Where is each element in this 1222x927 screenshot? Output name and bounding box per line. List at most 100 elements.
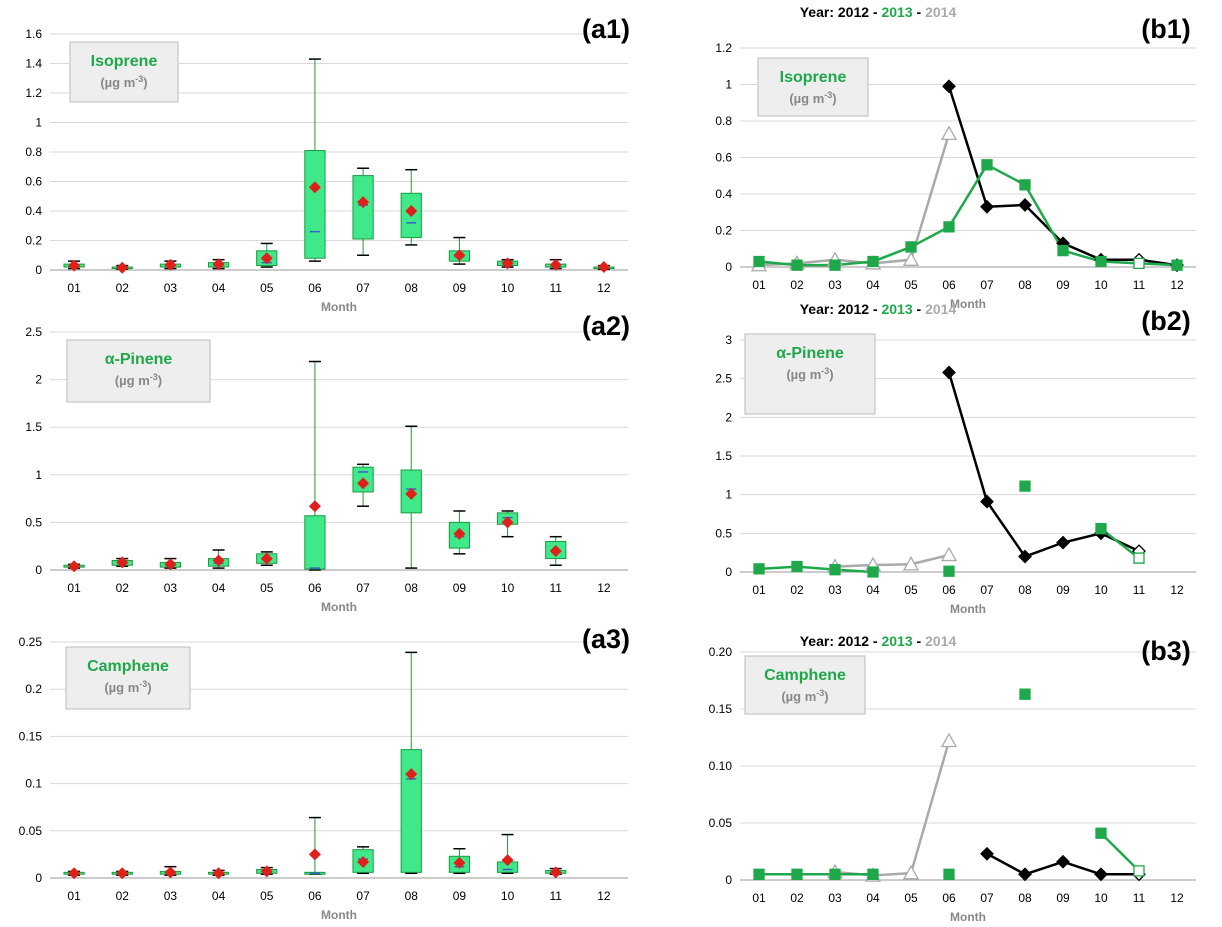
- y-tick-label: 2: [725, 410, 732, 424]
- series-2013-point: [867, 868, 879, 880]
- y-tick-label: 0.25: [19, 635, 43, 649]
- series-2012-segment: [947, 85, 989, 208]
- series-2013-segment: [986, 163, 1026, 186]
- mean-marker: [116, 867, 129, 880]
- year-legend-y2014: 2014: [925, 4, 956, 20]
- unit-close: ): [147, 680, 151, 695]
- unit-superscript: -3: [139, 679, 147, 689]
- x-tick-label: 08: [405, 889, 419, 903]
- x-tick-label: 05: [260, 281, 274, 295]
- panel-b2: 0 0.5 1 1.5 2 2.5 3 01 02 03 04 05 06 07 08 09 10 11 12 Mon…: [660, 301, 1222, 616]
- unit-close: ): [824, 689, 828, 704]
- series-2013-point: [791, 868, 803, 880]
- x-tick-label: 04: [212, 581, 226, 595]
- x-tick-label: 01: [752, 891, 766, 905]
- series-2013-point: [1133, 552, 1145, 564]
- series-2014-segment: [909, 740, 951, 874]
- mean-marker: [308, 848, 321, 861]
- series-2013-point: [829, 564, 841, 576]
- x-axis-label: Month: [950, 297, 986, 311]
- year-legend-y2014: 2014: [925, 633, 956, 649]
- x-axis-label: Month: [321, 600, 357, 614]
- x-tick-label: 04: [866, 891, 880, 905]
- y-tick-label: 1: [725, 78, 732, 92]
- y-tick-label: 0.8: [25, 145, 42, 159]
- year-legend: Year: 2012 - 2013 - 2014: [800, 4, 957, 20]
- x-tick-label: 12: [597, 889, 611, 903]
- series-2013-point: [1019, 179, 1031, 191]
- unit-superscript: -3: [150, 372, 158, 382]
- y-tick-label: 1.5: [25, 420, 42, 434]
- mean-marker: [68, 867, 81, 880]
- x-tick-label: 02: [790, 583, 804, 597]
- x-tick-label: 06: [308, 581, 322, 595]
- x-tick-label: 10: [1094, 583, 1108, 597]
- x-tick-label: 04: [866, 278, 880, 292]
- series-2012-point: [1018, 867, 1032, 882]
- x-tick-label: 07: [356, 889, 370, 903]
- chart-b2: 0 0.5 1 1.5 2 2.5 3 01 02 03 04 05 06 07 08 09 10 11 12 Mon…: [715, 301, 1196, 616]
- x-tick-label: 10: [501, 581, 515, 595]
- year-legend-sep: -: [913, 633, 925, 649]
- year-legend: Year: 2012 - 2013 - 2014: [800, 633, 957, 649]
- year-legend-sep: -: [869, 4, 881, 20]
- unit-close: ): [158, 373, 162, 388]
- y-tick-label: 0: [725, 565, 732, 579]
- year-legend-sep: -: [913, 301, 925, 317]
- series-2013-point: [1019, 688, 1031, 700]
- box: [400, 749, 422, 873]
- mean-marker: [549, 866, 562, 879]
- series-2014-segment: [796, 258, 836, 265]
- series-2013-point: [753, 563, 765, 575]
- x-tick-label: 08: [1018, 891, 1032, 905]
- x-tick-label: 10: [1094, 891, 1108, 905]
- series-2013-segment: [1100, 832, 1140, 872]
- year-legend-sep: -: [913, 4, 925, 20]
- series-2012-point: [942, 79, 956, 94]
- series-2014-point: [940, 125, 958, 141]
- mean-marker: [405, 487, 418, 500]
- panel-label: (a1): [582, 14, 630, 44]
- x-tick-label: 09: [453, 889, 467, 903]
- x-tick-label: 01: [67, 281, 81, 295]
- x-tick-label: 11: [550, 281, 563, 295]
- x-tick-label: 07: [980, 891, 994, 905]
- y-tick-label: 1.5: [715, 449, 732, 463]
- panel-a3: 0 0.05 0.1 0.15 0.2 0.25 01 02 03 04 05 06 07 08 09 10 1…: [0, 612, 660, 927]
- unit-text: (µg m: [115, 373, 150, 388]
- y-tick-label: 3: [725, 333, 732, 347]
- mean-marker: [453, 527, 466, 540]
- x-tick-label: 03: [164, 581, 178, 595]
- x-tick-label: 04: [212, 281, 226, 295]
- compound-name: Isoprene: [91, 53, 158, 70]
- y-tick-label: 0.2: [25, 682, 42, 696]
- series-2013-segment: [872, 245, 912, 263]
- year-legend-y2012: 2012: [838, 301, 869, 317]
- series-2012-point: [1056, 535, 1070, 550]
- x-tick-label: 02: [116, 889, 130, 903]
- y-tick-label: 1.2: [25, 86, 42, 100]
- panel-b1: 0 0.2 0.4 0.6 0.8 1 1.2 01 02 03 04 05 06 07 08 09 10 11 1…: [660, 0, 1222, 320]
- x-tick-label: 03: [164, 889, 178, 903]
- mean-marker: [549, 258, 562, 271]
- y-tick-label: 0.15: [19, 729, 43, 743]
- y-tick-label: 0: [35, 263, 42, 277]
- x-tick-label: 09: [453, 581, 467, 595]
- x-tick-label: 07: [980, 278, 994, 292]
- x-tick-label: 04: [866, 583, 880, 597]
- x-tick-label: 12: [597, 581, 611, 595]
- x-tick-label: 09: [453, 281, 467, 295]
- x-tick-label: 01: [67, 889, 81, 903]
- series-2013-point: [1133, 865, 1145, 877]
- x-tick-label: 06: [942, 891, 956, 905]
- mean-marker: [501, 854, 514, 867]
- x-tick-label: 08: [405, 281, 419, 295]
- chart-a2: 0 0.5 1 1.5 2 2.5 01 02 03 04 05 06 07 08 09 10 11 12 Mont…: [25, 311, 630, 614]
- box: [304, 515, 326, 570]
- series-2014-point: [902, 251, 920, 266]
- series-2014-point: [902, 864, 920, 880]
- x-tick-label: 12: [597, 281, 611, 295]
- x-axis-label: Month: [321, 300, 357, 314]
- x-tick-label: 12: [1170, 278, 1184, 292]
- unit-text: (µg m: [781, 689, 816, 704]
